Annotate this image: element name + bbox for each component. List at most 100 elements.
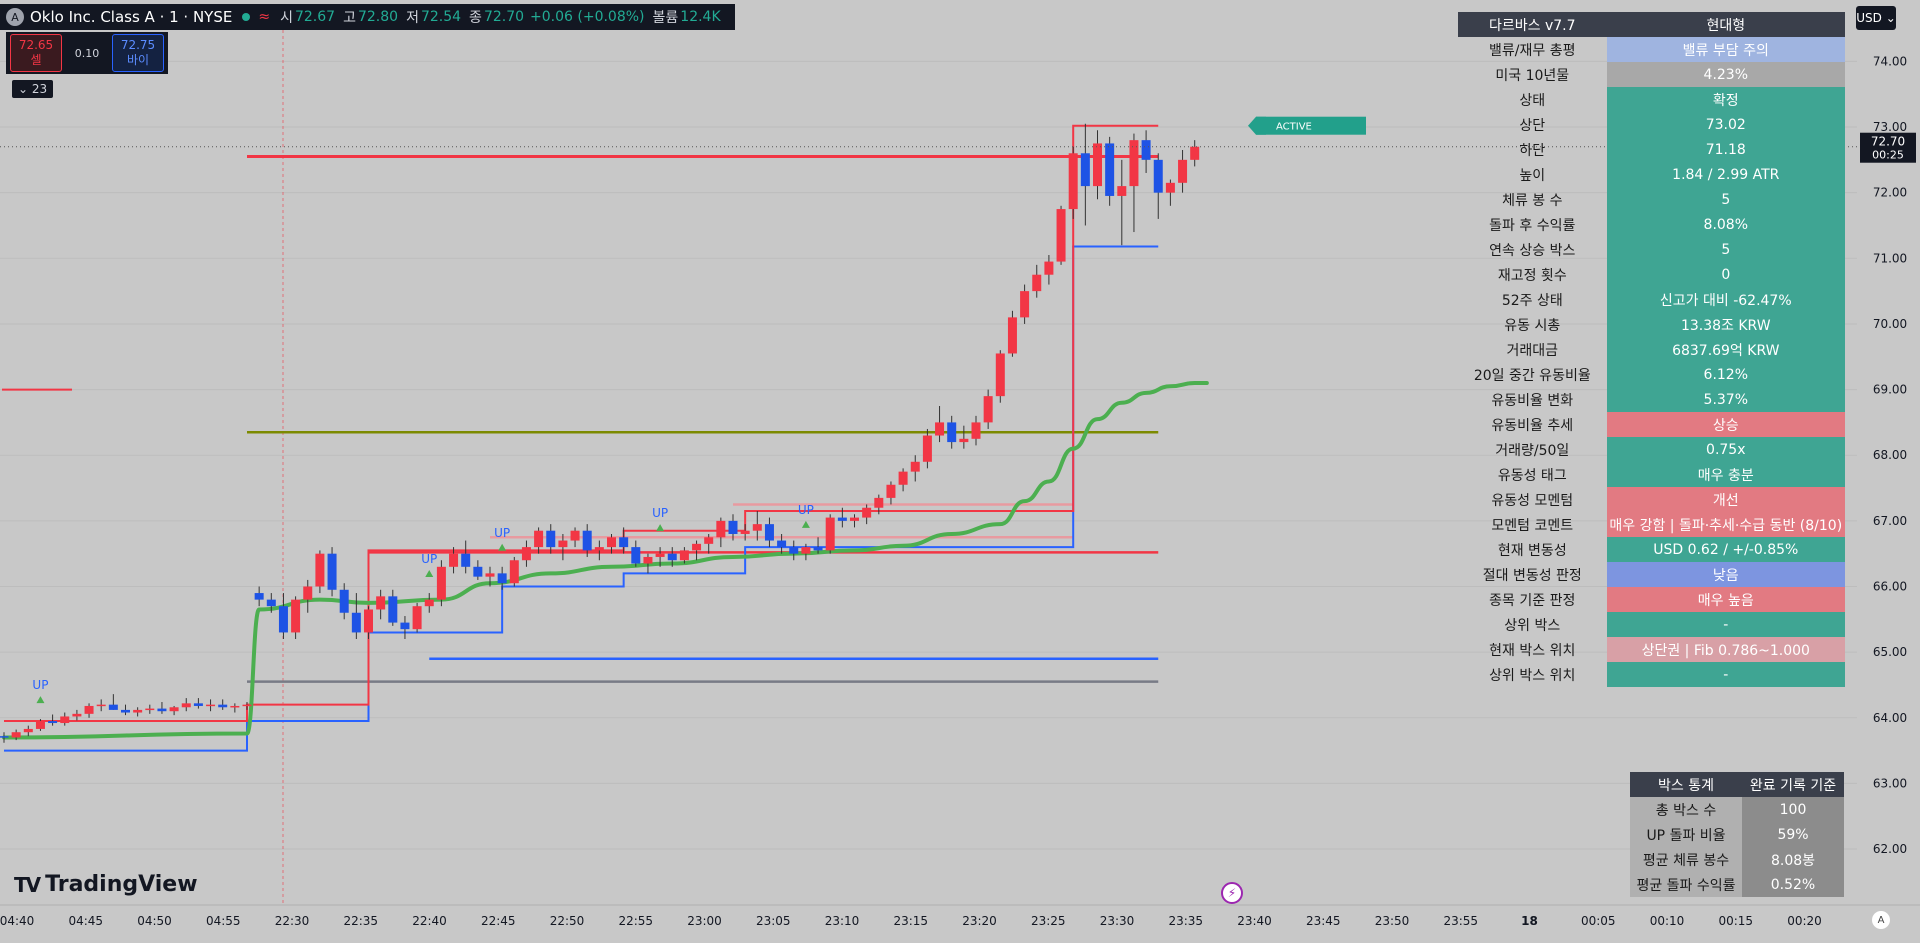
up-marker-label: UP xyxy=(32,678,48,692)
candle-body xyxy=(607,537,616,548)
candle-body xyxy=(910,461,920,472)
price-tick-label: 67.00 xyxy=(1873,514,1907,528)
candle-body xyxy=(825,517,835,551)
candle-body xyxy=(327,553,337,590)
symbol-title[interactable]: Oklo Inc. Class A · 1 · NYSE xyxy=(30,8,233,26)
up-marker-label: UP xyxy=(494,526,510,540)
panel-row-label: 52주 상태 xyxy=(1501,292,1563,309)
panel-row-label: 상위 박스 xyxy=(1504,617,1561,634)
panel-row: 유동성 모멘텀 개선 xyxy=(1458,487,1845,512)
panel-row-label: 밸류/재무 총평 xyxy=(1489,42,1576,59)
panel-row: 재고정 횟수 0 xyxy=(1458,262,1845,287)
candle-body xyxy=(764,524,774,541)
candle-body xyxy=(1190,146,1200,160)
time-tick-label: 23:25 xyxy=(1031,914,1066,928)
sell-button[interactable]: 72.65 셀 xyxy=(10,34,62,72)
panel-row-value: 13.38조 KRW xyxy=(1606,312,1845,337)
active-tag-bg xyxy=(1256,116,1366,135)
time-tick-label: 23:00 xyxy=(687,914,722,928)
panel-row-label: 거래량/50일 xyxy=(1495,442,1570,459)
candle-body xyxy=(886,484,896,498)
panel-header-label: 다르바스 v7.7 xyxy=(1458,12,1607,37)
panel-row: 종목 기준 판정 매우 높음 xyxy=(1458,587,1845,612)
panel-row-value: 매우 강함 | 돌파·추세·수급 동반 (8/10) xyxy=(1606,512,1845,537)
box-stats-panel: 박스 통계 완료 기록 기준 총 박스 수 100 UP 돌파 비율 59% 평균 체류… xyxy=(1630,772,1844,897)
candle-body xyxy=(1056,209,1066,262)
candle-body xyxy=(303,586,313,600)
candle-body xyxy=(1117,186,1127,196)
high-value: 72.80 xyxy=(357,9,399,25)
time-tick-label: 18 xyxy=(1521,914,1538,928)
candle-body xyxy=(728,520,738,534)
candle-body xyxy=(291,599,301,633)
price-tick-label: 68.00 xyxy=(1873,448,1907,462)
panel-row: 높이 1.84 / 2.99 ATR xyxy=(1458,162,1845,187)
candle-body xyxy=(704,537,714,544)
panel-row-value: 5 xyxy=(1606,237,1845,262)
symbol-header[interactable]: A Oklo Inc. Class A · 1 · NYSE ≈ 시 72.67 … xyxy=(0,4,735,30)
panel-row-label: 상태 xyxy=(1519,92,1546,109)
time-tick-label: 23:15 xyxy=(893,914,928,928)
panel-row-value: - xyxy=(1606,612,1845,637)
stats-header-value: 완료 기록 기준 xyxy=(1742,772,1844,797)
up-marker-triangle xyxy=(498,543,507,551)
candle-body xyxy=(643,556,653,564)
indicator-toggle-button[interactable]: ⌄ 23 xyxy=(12,80,54,98)
panel-row: 상단 73.02 xyxy=(1458,112,1845,137)
price-tick-label: 62.00 xyxy=(1873,842,1907,856)
panel-row-value: 73.02 xyxy=(1606,112,1845,137)
panel-row-label: 높이 xyxy=(1519,167,1546,184)
candle-body xyxy=(971,422,981,439)
countdown-label: 00:25 xyxy=(1872,149,1904,162)
candle-body xyxy=(412,606,422,630)
high-label: 고 xyxy=(343,10,356,26)
candle-body xyxy=(570,530,580,541)
panel-row-label: 유동성 모멘텀 xyxy=(1491,492,1574,509)
panel-row-label: 모멘텀 코멘트 xyxy=(1491,517,1574,534)
symbol-logo-icon: A xyxy=(6,8,24,26)
open-value: 72.67 xyxy=(294,9,336,25)
buy-button[interactable]: 72.75 바이 xyxy=(112,34,164,72)
candle-body xyxy=(655,553,665,557)
candle-body xyxy=(1129,140,1139,187)
tradingview-logo[interactable]: TV TradingView xyxy=(14,872,198,897)
data-wave-icon: ≈ xyxy=(258,9,271,25)
candle-body xyxy=(1105,143,1115,196)
candle-body xyxy=(947,422,957,443)
candle-body xyxy=(206,704,216,707)
candle-body xyxy=(96,704,106,707)
candle-body xyxy=(1178,159,1188,183)
panel-row-label: 20일 중간 유동비율 xyxy=(1473,367,1591,384)
panel-row: 거래대금 6837.69억 KRW xyxy=(1458,337,1845,362)
candle-body xyxy=(364,609,373,633)
lightning-icon[interactable]: ⚡ xyxy=(1221,882,1243,904)
candle-body xyxy=(679,550,689,561)
stats-row-label: 평균 체류 봉수 xyxy=(1630,847,1742,872)
candle-body xyxy=(23,728,33,733)
currency-dropdown[interactable]: USD ⌄ xyxy=(1856,6,1896,30)
auto-scale-button[interactable]: A xyxy=(1872,911,1890,929)
candle-body xyxy=(1044,261,1054,275)
candle-body xyxy=(72,713,82,717)
time-tick-label: 04:55 xyxy=(206,914,241,928)
panel-row-value: 확정 xyxy=(1606,87,1845,112)
candle-body xyxy=(1068,153,1078,210)
panel-row-value: 1.84 / 2.99 ATR xyxy=(1606,162,1845,187)
candle-body xyxy=(121,709,130,713)
panel-row-label: 현재 변동성 xyxy=(1497,542,1567,559)
panel-row-value: 71.18 xyxy=(1606,137,1845,162)
panel-header-row: 다르바스 v7.7 현대형 xyxy=(1458,12,1845,37)
time-tick-label: 23:05 xyxy=(756,914,791,928)
panel-row-label: 유동비율 추세 xyxy=(1491,417,1574,434)
stats-row: 총 박스 수 100 xyxy=(1630,797,1844,822)
candle-body xyxy=(218,704,228,708)
candle-body xyxy=(449,553,459,567)
candle-body xyxy=(935,422,945,436)
spread-value: 0.10 xyxy=(74,46,100,60)
time-tick-label: 00:05 xyxy=(1581,914,1616,928)
time-tick-label: 04:50 xyxy=(137,914,172,928)
candle-body xyxy=(400,622,410,630)
candle-body xyxy=(922,435,932,462)
